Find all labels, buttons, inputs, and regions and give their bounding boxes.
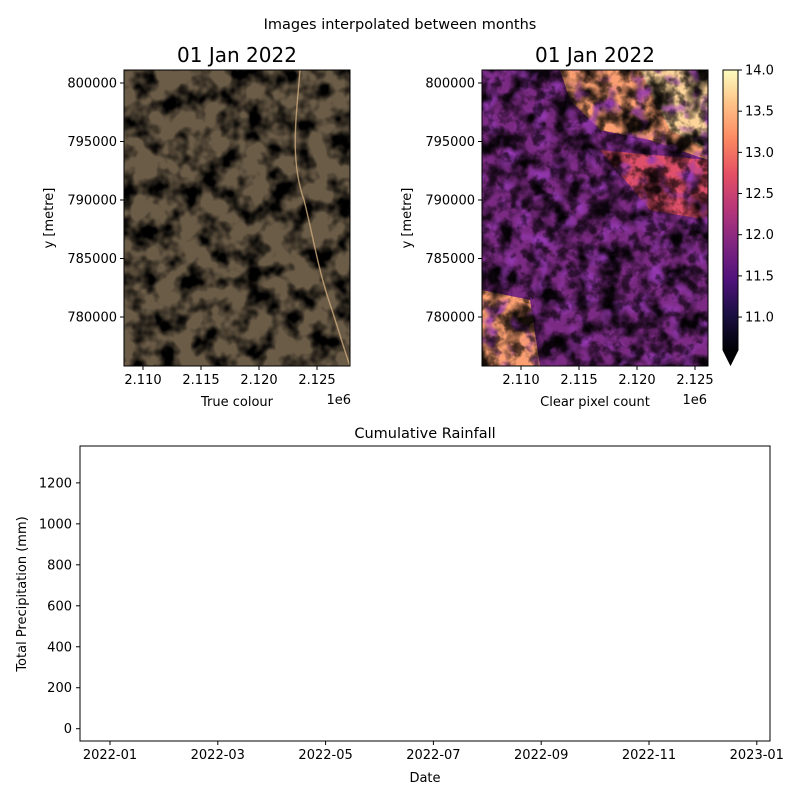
- rainfall-title: Cumulative Rainfall: [354, 426, 495, 442]
- clear-pixel-x-tick-label: 2.115: [560, 373, 597, 388]
- rainfall-y-tick-label: 0: [64, 722, 72, 737]
- true-colour-y-tick-label: 795000: [67, 135, 117, 150]
- rainfall-x-tick-label: 2023-01: [730, 748, 784, 763]
- true-colour-y-tick-label: 800000: [67, 77, 117, 92]
- true-colour-x-label: True colour: [200, 395, 274, 410]
- rainfall-y-tick-label: 600: [47, 599, 72, 614]
- rainfall-x-label: Date: [409, 771, 440, 786]
- colorbar-tick-label: 12.0: [745, 228, 774, 243]
- true-colour-x-offset: 1e6: [326, 393, 351, 408]
- rainfall-y-tick-label: 200: [47, 681, 72, 696]
- true-colour-image: [124, 70, 350, 366]
- rainfall-x-tick-label: 2022-05: [298, 748, 352, 763]
- clear-pixel-x-offset: 1e6: [682, 393, 707, 408]
- colorbar: 11.0 11.5 12.0 12.5 13.0 13.5 14.0: [722, 64, 774, 367]
- rainfall-x-tick-label: 2022-03: [191, 748, 245, 763]
- true-colour-panel: 01 Jan 2022 2.110 2.115 2.120 2.125 780000 78…: [42, 43, 351, 410]
- true-colour-y-label: y [metre]: [42, 188, 57, 249]
- colorbar-tick-label: 11.0: [745, 311, 774, 326]
- true-colour-y-tick-label: 790000: [67, 194, 117, 209]
- rainfall-panel: Cumulative Rainfall 2022-01 2022-03 2022-0…: [15, 426, 784, 786]
- true-colour-title: 01 Jan 2022: [177, 43, 297, 67]
- road-line: [294, 70, 350, 366]
- true-colour-x-tick-label: 2.115: [182, 373, 219, 388]
- rainfall-y-tick-label: 1200: [39, 476, 72, 491]
- clear-pixel-title: 01 Jan 2022: [535, 43, 655, 67]
- rainfall-y-tick-label: 400: [47, 640, 72, 655]
- colorbar-tick-label: 13.5: [745, 105, 774, 120]
- colorbar-tick-label: 11.5: [745, 269, 774, 284]
- colorbar-tick-label: 13.0: [745, 146, 774, 161]
- rainfall-x-tick-label: 2022-07: [406, 748, 460, 763]
- rainfall-y-label: Total Precipitation (mm): [15, 516, 30, 672]
- clear-pixel-y-label: y [metre]: [400, 188, 415, 249]
- clear-pixel-y-tick-label: 780000: [425, 311, 475, 326]
- clear-pixel-x-label: Clear pixel count: [540, 395, 650, 410]
- true-colour-x-tick-label: 2.110: [124, 373, 161, 388]
- clear-pixel-y-tick-label: 800000: [425, 77, 475, 92]
- clear-pixel-x-tick-label: 2.125: [676, 373, 713, 388]
- clear-pixel-y-tick-label: 790000: [425, 194, 475, 209]
- rainfall-x-tick-label: 2022-01: [83, 748, 137, 763]
- rainfall-x-tick-label: 2022-11: [622, 748, 676, 763]
- true-colour-x-tick-label: 2.120: [240, 373, 277, 388]
- rainfall-x-tick-label: 2022-09: [514, 748, 568, 763]
- true-colour-x-tick-label: 2.125: [298, 373, 335, 388]
- colorbar-tick-label: 14.0: [745, 64, 774, 79]
- clear-pixel-x-tick-label: 2.120: [618, 373, 655, 388]
- clear-pixel-x-tick-label: 2.110: [502, 373, 539, 388]
- figure-title: Images interpolated between months: [264, 17, 537, 33]
- true-colour-y-tick-label: 785000: [67, 252, 117, 267]
- clear-pixel-y-tick-label: 785000: [425, 252, 475, 267]
- rainfall-plot-area: [79, 445, 771, 742]
- colorbar-gradient: [723, 70, 738, 350]
- colorbar-extend-min: [723, 350, 738, 365]
- rainfall-y-tick-label: 800: [47, 558, 72, 573]
- rainfall-y-tick-label: 1000: [39, 517, 72, 532]
- clear-pixel-panel: 01 Jan 2022 2.110 2.115 2.120 2.125 780000 78…: [400, 43, 714, 410]
- clear-pixel-heatmap: [482, 70, 708, 366]
- colorbar-tick-label: 12.5: [745, 187, 774, 202]
- clear-pixel-y-tick-label: 795000: [425, 135, 475, 150]
- true-colour-y-tick-label: 780000: [67, 311, 117, 326]
